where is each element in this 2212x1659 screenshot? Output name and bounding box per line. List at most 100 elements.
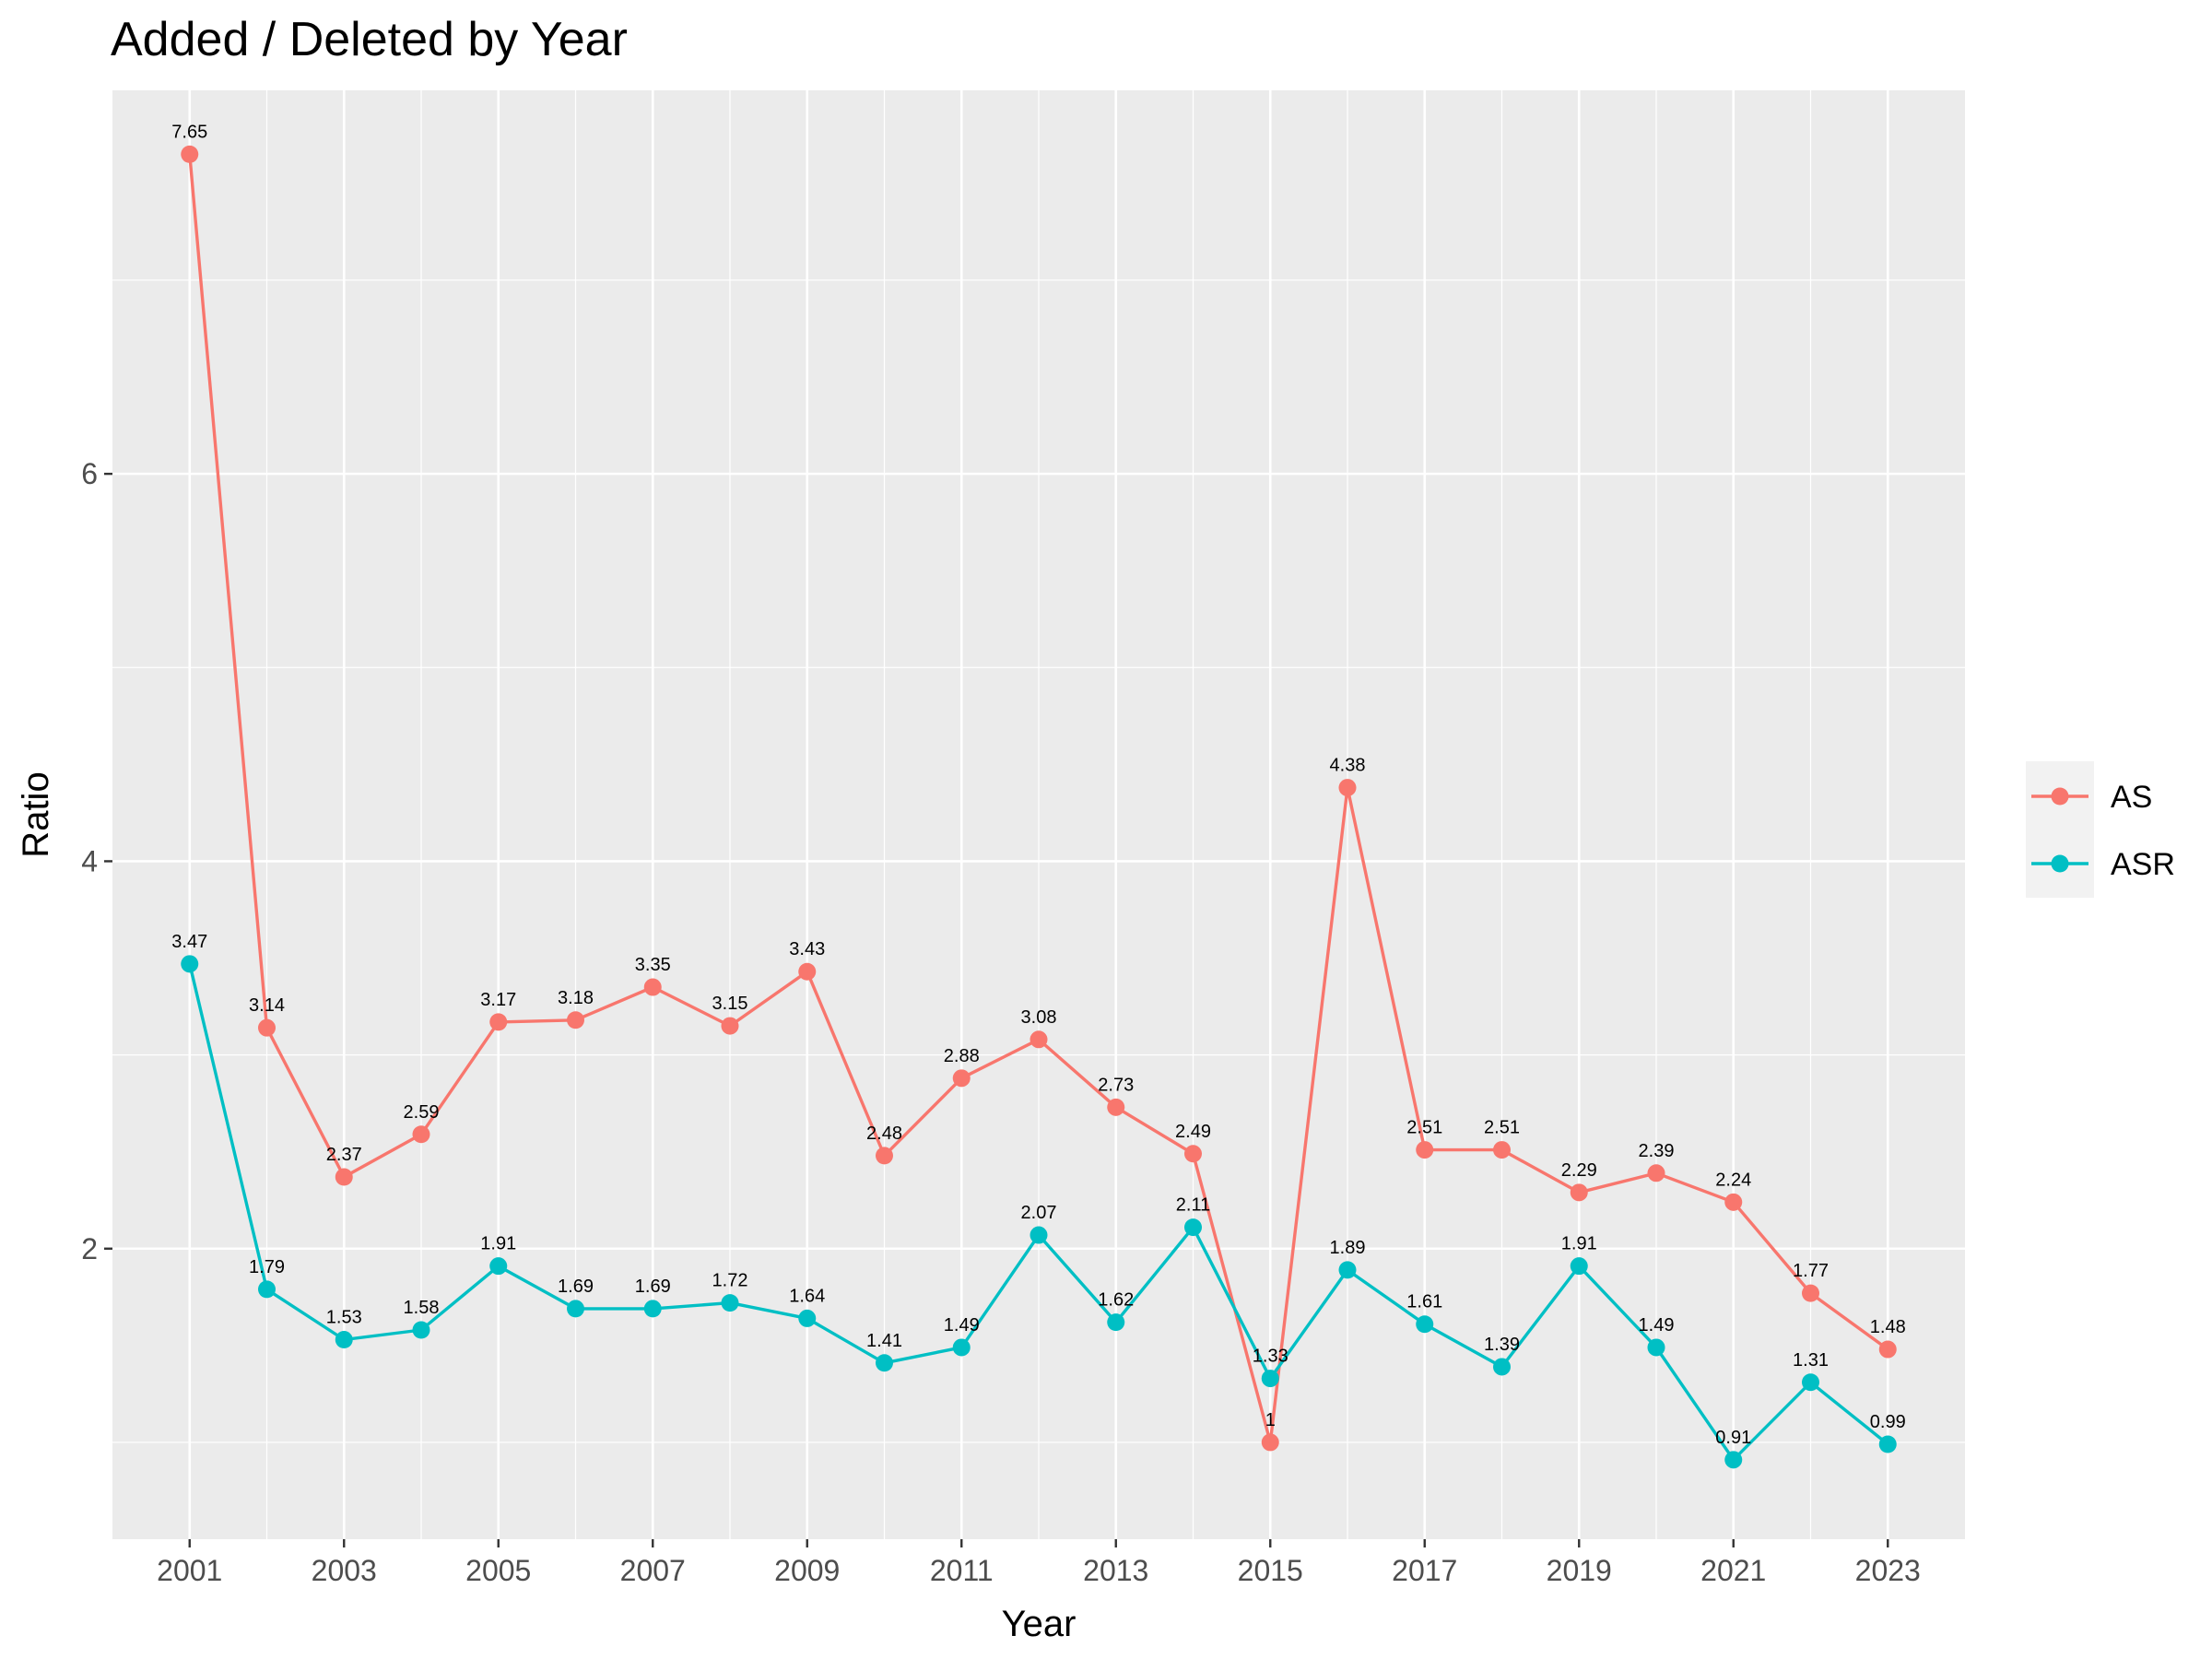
data-label-asr: 1.39 (1484, 1335, 1520, 1355)
data-label-as: 3.43 (789, 939, 825, 959)
x-tick-label: 2005 (465, 1554, 531, 1587)
data-label-asr: 1.91 (480, 1234, 516, 1254)
x-tick-label: 2021 (1700, 1554, 1766, 1587)
data-label-as: 2.49 (1175, 1122, 1211, 1142)
data-point-asr (1261, 1370, 1279, 1388)
major-gridlines (112, 90, 1965, 1539)
data-label-asr: 1.69 (558, 1277, 594, 1297)
data-label-as: 2.29 (1561, 1160, 1597, 1181)
data-label-as: 3.17 (480, 990, 516, 1010)
data-label-asr: 1.69 (635, 1277, 671, 1297)
data-point-as (876, 1147, 893, 1165)
data-label-asr: 2.07 (1021, 1203, 1057, 1223)
data-label-as: 7.65 (171, 122, 207, 142)
x-tick-label: 2023 (1855, 1554, 1921, 1587)
data-point-asr (1724, 1451, 1743, 1469)
data-label-asr: 1.62 (1098, 1290, 1134, 1311)
data-point-as (1107, 1098, 1125, 1116)
data-point-asr (1416, 1315, 1434, 1334)
legend-label-asr: ASR (2111, 847, 2175, 882)
data-label-asr: 0.91 (1715, 1428, 1751, 1448)
y-tick-label: 4 (81, 844, 98, 877)
data-label-as: 3.08 (1021, 1007, 1057, 1028)
data-point-as (1030, 1030, 1048, 1049)
x-tick-label: 2003 (312, 1554, 377, 1587)
legend-label-as: AS (2111, 780, 2152, 815)
data-point-asr (1184, 1218, 1202, 1237)
data-point-as (1647, 1164, 1665, 1182)
x-tick-label: 2009 (774, 1554, 840, 1587)
x-tick-label: 2007 (620, 1554, 686, 1587)
data-point-asr (1338, 1261, 1357, 1279)
data-label-as: 1 (1265, 1410, 1276, 1430)
data-labels: 7.65 3.14 2.37 2.59 3.17 3.18 3.35 3.15 3.43 2.48… (171, 122, 1905, 1447)
data-point-as (258, 1018, 276, 1037)
data-point-as (1493, 1141, 1511, 1159)
data-point-asr (952, 1338, 971, 1357)
data-point-asr (1647, 1338, 1665, 1357)
data-label-as: 2.59 (404, 1102, 440, 1123)
data-label-asr: 1.49 (944, 1315, 980, 1335)
x-axis-tick-labels: 2001 2003 2005 2007 2009 2011 2013 2015 2017 2019… (157, 1554, 1921, 1587)
data-label-as: 2.51 (1406, 1118, 1442, 1138)
data-point-as (181, 145, 199, 163)
data-point-asr (567, 1300, 584, 1318)
data-label-as: 4.38 (1330, 756, 1366, 776)
data-label-asr: 1.64 (789, 1286, 825, 1306)
data-label-as: 2.51 (1484, 1118, 1520, 1138)
data-point-as (1338, 779, 1357, 797)
axis-ticks (104, 472, 1889, 1547)
x-axis-title: Year (1002, 1604, 1077, 1644)
data-point-asr (1493, 1358, 1511, 1376)
data-label-asr: 1.61 (1406, 1292, 1442, 1312)
x-tick-label: 2015 (1238, 1554, 1303, 1587)
legend-key-point-asr (2051, 854, 2069, 873)
y-tick-label: 6 (81, 457, 98, 490)
data-label-as: 2.24 (1715, 1170, 1751, 1190)
data-point-asr (489, 1257, 508, 1276)
data-point-asr (1802, 1373, 1819, 1392)
legend: AS ASR (2026, 761, 2175, 898)
data-label-asr: 1.41 (866, 1331, 902, 1351)
data-point-asr (335, 1331, 353, 1349)
legend-background (2026, 761, 2094, 898)
data-point-as (335, 1168, 353, 1186)
x-tick-label: 2011 (930, 1554, 994, 1587)
data-label-asr: 1.31 (1793, 1350, 1829, 1371)
x-tick-label: 2013 (1083, 1554, 1148, 1587)
data-point-as (1261, 1433, 1279, 1452)
data-label-as: 2.73 (1098, 1075, 1134, 1095)
data-label-asr: 0.99 (1870, 1412, 1906, 1432)
data-point-as (1802, 1284, 1819, 1302)
data-label-as: 2.39 (1639, 1141, 1675, 1161)
data-point-as (412, 1125, 430, 1144)
data-label-as: 2.37 (326, 1145, 362, 1165)
data-label-as: 3.18 (558, 988, 594, 1008)
data-label-asr: 2.11 (1176, 1195, 1210, 1216)
data-label-as: 2.48 (866, 1124, 902, 1144)
data-label-asr: 1.91 (1561, 1234, 1597, 1254)
data-point-asr (258, 1280, 276, 1299)
data-point-as (952, 1069, 971, 1088)
data-label-asr: 1.79 (249, 1257, 285, 1277)
data-label-asr: 3.47 (171, 932, 207, 952)
data-point-as (798, 962, 817, 981)
data-point-asr (876, 1354, 893, 1372)
data-point-as (1184, 1145, 1202, 1163)
data-point-as (643, 978, 662, 996)
data-label-as: 1.77 (1793, 1261, 1829, 1281)
minor-gridlines (112, 90, 1965, 1539)
chart-title: Added / Deleted by Year (111, 13, 628, 66)
legend-key-point-as (2051, 787, 2069, 806)
x-tick-label: 2017 (1392, 1554, 1457, 1587)
data-label-as: 3.15 (712, 994, 748, 1014)
data-point-asr (1030, 1226, 1048, 1244)
data-point-as (1724, 1193, 1743, 1211)
y-tick-label: 2 (81, 1232, 98, 1265)
data-label-asr: 1.58 (404, 1298, 440, 1318)
data-label-as: 3.35 (635, 955, 671, 975)
data-label-asr: 1.89 (1330, 1238, 1366, 1258)
data-label-as: 2.88 (944, 1046, 980, 1066)
data-label-as: 1.48 (1870, 1317, 1906, 1337)
